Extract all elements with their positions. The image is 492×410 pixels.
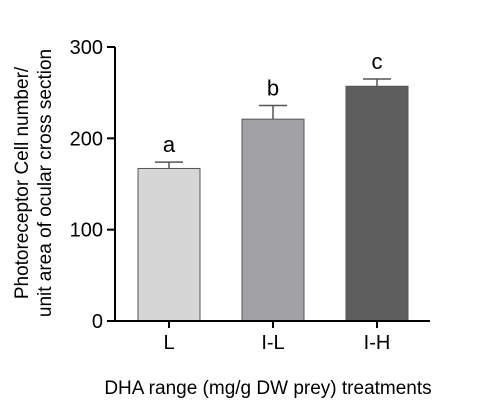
y-tick-label-3: 200 [70, 128, 103, 150]
bar-3 [345, 85, 409, 322]
significance-label-2: b [267, 75, 279, 100]
y-tick-label-2: 100 [70, 220, 103, 242]
x-tick-label-2: I-L [261, 332, 284, 354]
x-axis-title: DHA range (mg/g DW prey) treatments [104, 378, 431, 399]
plot-area: a Lb I-L c I-H 0 100 200 300 [70, 37, 430, 354]
y-tick-label-4: 300 [70, 37, 103, 59]
y-tick-label-1: 0 [92, 311, 103, 333]
y-axis-title-line-1: Photoreceptor Cell number/ [12, 66, 33, 299]
significance-label-1: a [163, 132, 176, 157]
y-axis-title: Photoreceptor Cell number/ unit area of … [12, 49, 56, 317]
bar-2 [241, 118, 305, 322]
significance-label-3: c [372, 49, 383, 74]
bar-1 [137, 167, 201, 322]
x-tick-label-1: L [163, 332, 174, 354]
x-tick-label-3: I-H [364, 332, 391, 354]
y-axis-title-line-2: unit area of ocular cross section [35, 49, 56, 317]
